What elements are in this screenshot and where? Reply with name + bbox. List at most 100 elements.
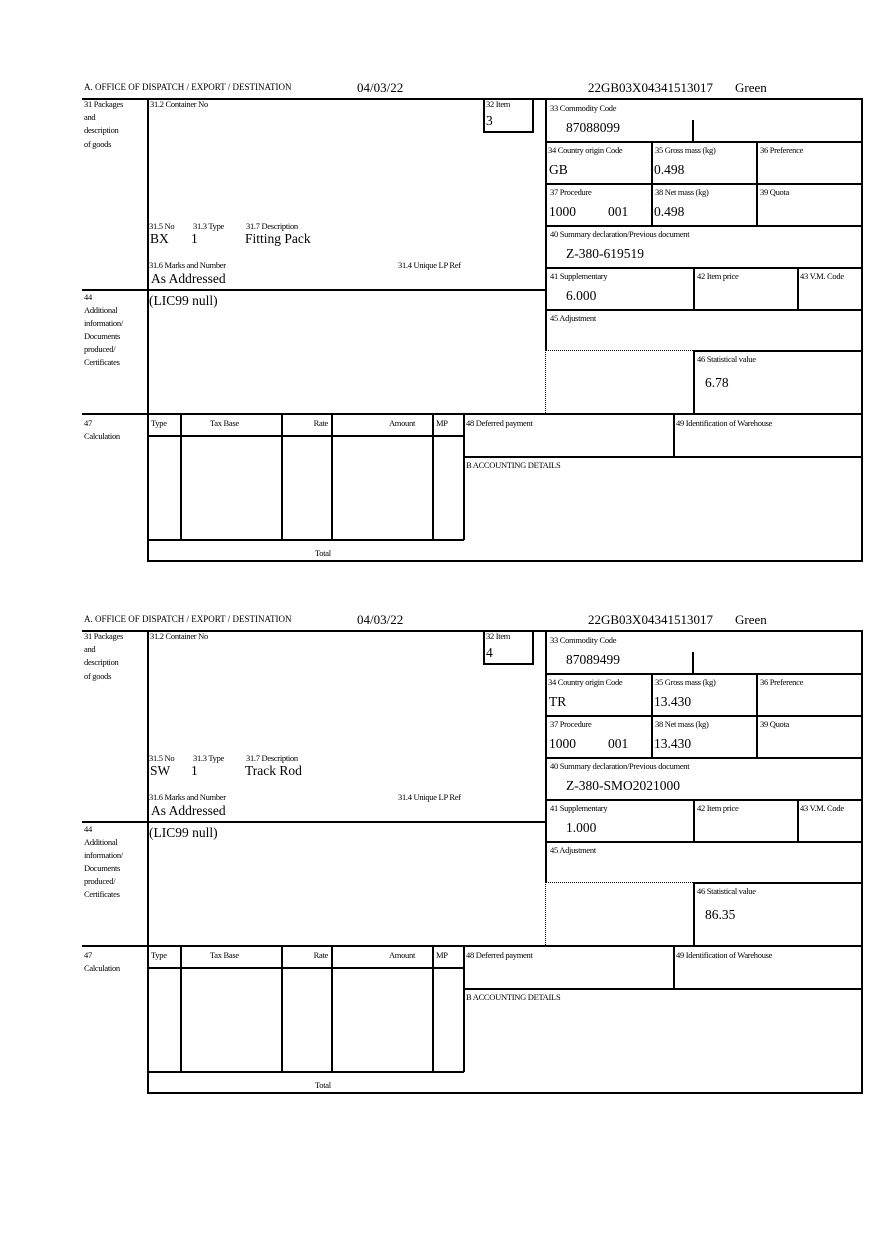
accounting-details-label: B ACCOUNTING DETAILS	[466, 460, 561, 470]
additional-label: Documents	[84, 331, 121, 341]
divider	[545, 350, 693, 351]
type-value: 1	[191, 231, 198, 246]
divider	[693, 350, 695, 413]
description-value: Fitting Pack	[245, 231, 311, 246]
packages-label: of goods	[84, 671, 112, 681]
calc-header-amount: Amount	[388, 418, 415, 428]
date: 04/03/22	[357, 80, 404, 95]
item-value: 4	[486, 645, 493, 660]
calc-header-type: Type	[151, 950, 167, 960]
packages-label: 31 Packages	[84, 631, 123, 641]
container-no-label: 31.2 Container No	[150, 631, 208, 641]
supplementary-label: 41 Supplementary	[550, 803, 608, 813]
date: 04/03/22	[357, 612, 404, 627]
gross-mass-value: 0.498	[654, 162, 685, 177]
description-label: 31.7 Description	[246, 753, 298, 763]
net-mass-label: 38 Net mass (kg)	[655, 187, 709, 197]
additional-info-value: (LIC99 null)	[149, 293, 218, 308]
declaration-item-form: A. OFFICE OF DISPATCH / EXPORT / DESTINA…	[0, 612, 882, 1112]
divider	[693, 267, 695, 309]
declaration-item-form: A. OFFICE OF DISPATCH / EXPORT / DESTINA…	[0, 80, 882, 580]
calculation-label: Calculation	[84, 431, 120, 441]
divider	[82, 413, 863, 415]
packages-label: and	[84, 644, 96, 654]
statistical-value-label: 46 Statistical value	[697, 886, 756, 896]
adjustment-label: 45 Adjustment	[550, 845, 596, 855]
supplementary-value: 6.000	[566, 288, 597, 303]
calc-header-rate: Rate	[313, 950, 329, 960]
divider	[693, 799, 695, 841]
divider	[82, 821, 546, 823]
divider	[483, 131, 534, 133]
divider	[281, 413, 283, 540]
total-label: Total	[315, 1080, 331, 1090]
packages-label: 31 Packages	[84, 99, 123, 109]
procedure-label: 37 Procedure	[550, 187, 592, 197]
divider	[147, 560, 863, 562]
packages-label: of goods	[84, 139, 112, 149]
statistical-value: 6.78	[705, 375, 729, 390]
additional-label: information/	[84, 318, 123, 328]
divider	[82, 630, 863, 632]
packages-label: description	[84, 657, 119, 667]
procedure-additional-value: 001	[608, 204, 629, 219]
divider	[147, 630, 149, 1094]
commodity-label: 33 Commodity Code	[550, 103, 617, 113]
divider	[693, 882, 695, 945]
divider	[463, 945, 465, 1072]
deferred-payment-label: 48 Deferred payment	[466, 418, 533, 428]
marks-label: 31.6 Marks and Number	[149, 260, 226, 270]
divider	[693, 882, 862, 884]
net-mass-label: 38 Net mass (kg)	[655, 719, 709, 729]
additional-label: produced/	[84, 876, 116, 886]
divider	[147, 1071, 464, 1073]
divider	[692, 652, 694, 673]
calc-header-amount: Amount	[388, 950, 415, 960]
additional-label: information/	[84, 850, 123, 860]
summary-label: 40 Summary declaration/Previous document	[550, 761, 690, 771]
divider	[82, 945, 863, 947]
divider	[797, 799, 799, 841]
item-label: 32 Item	[486, 631, 511, 641]
additional-label: 44	[84, 292, 92, 302]
commodity-value: 87088099	[566, 120, 620, 135]
divider	[545, 715, 862, 717]
divider	[463, 413, 465, 540]
quota-label: 39 Quota	[760, 719, 789, 729]
warehouse-label: 49 Identification of Warehouse	[676, 950, 773, 960]
type-label: 31.3 Type	[193, 753, 225, 763]
divider	[545, 882, 693, 883]
item-label: 32 Item	[486, 99, 511, 109]
divider	[463, 988, 862, 990]
divider	[545, 183, 862, 185]
divider	[82, 98, 863, 100]
divider	[82, 289, 546, 291]
container-no-label: 31.2 Container No	[150, 99, 208, 109]
divider	[673, 945, 675, 988]
description-label: 31.7 Description	[246, 221, 298, 231]
deferred-payment-label: 48 Deferred payment	[466, 950, 533, 960]
procedure-additional-value: 001	[608, 736, 629, 751]
route: Green	[735, 80, 767, 95]
additional-label: Certificates	[84, 889, 120, 899]
accounting-details-label: B ACCOUNTING DETAILS	[466, 992, 561, 1002]
adjustment-label: 45 Adjustment	[550, 313, 596, 323]
summary-value: Z-380-619519	[566, 246, 644, 261]
additional-info-value: (LIC99 null)	[149, 825, 218, 840]
country-value: GB	[549, 162, 568, 177]
marks-label: 31.6 Marks and Number	[149, 792, 226, 802]
net-mass-value: 13.430	[654, 736, 692, 751]
divider	[545, 141, 862, 143]
no-label: 31.5 No	[149, 753, 175, 763]
calculation-label: Calculation	[84, 963, 120, 973]
divider	[797, 267, 799, 309]
divider	[861, 98, 863, 562]
unique-lp-label: 31.4 Unique LP Ref	[398, 260, 461, 270]
divider	[651, 673, 653, 757]
office-label: A. OFFICE OF DISPATCH / EXPORT / DESTINA…	[84, 614, 292, 624]
calc-header-mp: MP	[436, 418, 448, 428]
calculation-label: 47	[84, 418, 92, 428]
additional-label: Documents	[84, 863, 121, 873]
vm-code-label: 43 V.M. Code	[800, 803, 844, 813]
